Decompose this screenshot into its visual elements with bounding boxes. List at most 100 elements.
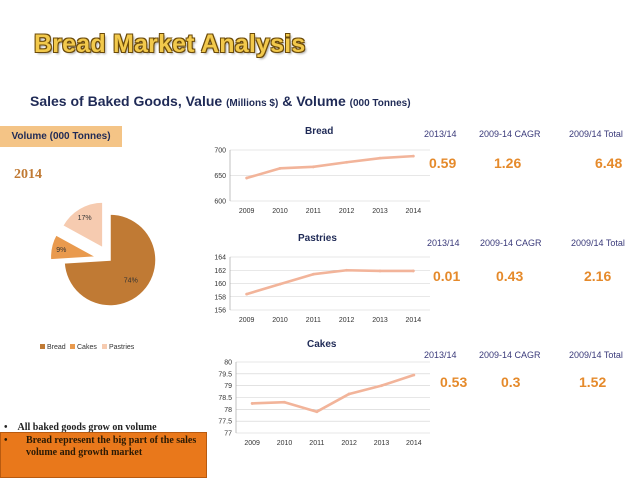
subtitle-unit-value: (Millions $) — [226, 98, 279, 109]
page-title: Bread Market Analysis — [34, 30, 306, 58]
kpi3-value-2: 0.3 — [501, 374, 521, 390]
series-line — [250, 373, 416, 414]
bullet-bread-share: • Bread represent the big part of the sa… — [4, 435, 204, 459]
y-tick-label: 600 — [214, 199, 226, 206]
pie-chart: 74% 9% 17% Bread Cakes Pastries — [40, 201, 157, 351]
page-subtitle: Sales of Baked Goods, Value (Millions $)… — [30, 93, 411, 109]
cakes-chart-title: Cakes — [307, 339, 337, 350]
bread-chart-title: Bread — [305, 126, 334, 137]
kpi1-value-1: 0.59 — [429, 155, 457, 171]
x-tick-label: 2014 — [406, 208, 422, 215]
x-tick-label: 2012 — [339, 317, 355, 324]
x-tick-label: 2010 — [272, 317, 288, 324]
data-point — [378, 156, 382, 160]
series-line — [245, 154, 415, 180]
x-tick-label: 2013 — [372, 317, 388, 324]
pie-slice-cakes — [49, 233, 99, 261]
data-point — [411, 154, 415, 158]
kpi2-header-3: 2009/14 Total — [571, 238, 625, 248]
y-tick-label: 77.5 — [218, 419, 232, 426]
kpi2-value-3: 2.16 — [584, 268, 612, 284]
pie-data-label: 17% — [78, 215, 92, 222]
pie-slice-bread — [63, 213, 157, 307]
data-point — [380, 384, 383, 388]
data-point — [245, 292, 249, 296]
x-tick-label: 2010 — [277, 440, 293, 447]
x-tick-label: 2014 — [406, 317, 422, 324]
bullet-volume-growth: • All baked goods grow on volume — [4, 422, 157, 433]
kpi3-header-2: 2009-14 CAGR — [479, 350, 541, 360]
pastries-line-chart: 156 158 160 162 164 2009 2010 2011 2012 2013 2014 — [214, 255, 430, 324]
data-point — [347, 392, 351, 396]
subtitle-mid: & Volume — [282, 93, 346, 109]
data-point — [315, 410, 319, 414]
kpi1-header-1: 2013/14 — [424, 129, 457, 139]
x-tick-label: 2011 — [306, 317, 321, 324]
kpi1-header-3: 2009/14 Total — [569, 129, 623, 139]
data-point — [411, 269, 415, 273]
y-tick-label: 650 — [214, 173, 226, 180]
kpi3-header-1: 2013/14 — [424, 350, 457, 360]
y-tick-label: 160 — [214, 281, 226, 288]
y-tick-label: 156 — [214, 308, 226, 315]
pie-year-label: 2014 — [14, 167, 42, 182]
subtitle-unit-volume: (000 Tonnes) — [349, 98, 411, 109]
data-point — [245, 176, 249, 180]
series-line — [245, 268, 415, 296]
x-tick-label: 2009 — [239, 317, 255, 324]
pie-data-label: 9% — [56, 247, 66, 254]
bread-line-chart: 600 650 700 2009 2010 2011 2012 2013 2014 — [214, 148, 430, 215]
legend-swatch-bread — [40, 344, 45, 349]
x-tick-label: 2012 — [341, 440, 357, 447]
kpi2-value-1: 0.01 — [433, 268, 461, 284]
x-tick-label: 2012 — [339, 208, 355, 215]
kpi1-value-2: 1.26 — [494, 155, 522, 171]
x-tick-label: 2011 — [309, 440, 324, 447]
highlight-box — [0, 432, 207, 478]
kpi3-header-3: 2009/14 Total — [569, 350, 623, 360]
y-tick-label: 77 — [224, 431, 232, 438]
x-tick-label: 2013 — [374, 440, 390, 447]
kpi2-value-2: 0.43 — [496, 268, 524, 284]
x-tick-label: 2011 — [306, 208, 321, 215]
data-point — [345, 160, 349, 164]
y-tick-label: 700 — [214, 148, 226, 155]
legend-swatch-pastries — [102, 344, 107, 349]
data-point — [311, 165, 315, 169]
legend-swatch-cakes — [70, 344, 75, 349]
pastries-chart-title: Pastries — [298, 233, 337, 244]
kpi1-header-2: 2009-14 CAGR — [479, 129, 541, 139]
x-tick-label: 2010 — [272, 208, 288, 215]
kpi2-header-2: 2009-14 CAGR — [480, 238, 542, 248]
y-tick-label: 78.5 — [218, 395, 232, 402]
bullet-marker: • — [4, 422, 8, 433]
data-point — [278, 282, 282, 286]
bullet-marker: • — [4, 435, 8, 446]
data-point — [378, 269, 382, 273]
y-tick-label: 79.5 — [218, 371, 232, 378]
data-point — [278, 166, 282, 170]
bullet-text-1: All baked goods grow on volume — [17, 422, 157, 433]
data-point — [345, 268, 349, 272]
y-tick-label: 164 — [214, 255, 226, 262]
kpi1-value-3: 6.48 — [595, 155, 623, 171]
y-tick-label: 158 — [214, 294, 226, 301]
bullet-text-2: Bread represent the big part of the sale… — [26, 435, 197, 458]
cakes-line-chart: 77 77.5 78 78.5 79 79.5 80 2009 2010 2011 2012 2013… — [218, 360, 430, 447]
data-point — [412, 373, 416, 377]
subtitle-main: Sales of Baked Goods, Value — [30, 93, 223, 109]
y-tick-label: 162 — [214, 268, 226, 275]
data-point — [311, 272, 315, 276]
legend-label-pastries: Pastries — [109, 344, 135, 351]
volume-label-box: Volume (000 Tonnes) — [0, 126, 122, 147]
legend-label-bread: Bread — [47, 344, 66, 351]
data-point — [283, 400, 286, 404]
pie-slice-pastries — [61, 201, 104, 250]
x-tick-label: 2013 — [372, 208, 388, 215]
legend-label-cakes: Cakes — [77, 344, 97, 351]
y-tick-label: 79 — [224, 383, 232, 390]
kpi3-value-3: 1.52 — [579, 374, 607, 390]
x-tick-label: 2009 — [244, 440, 260, 447]
pie-data-label: 74% — [124, 278, 138, 285]
x-tick-label: 2009 — [239, 208, 255, 215]
